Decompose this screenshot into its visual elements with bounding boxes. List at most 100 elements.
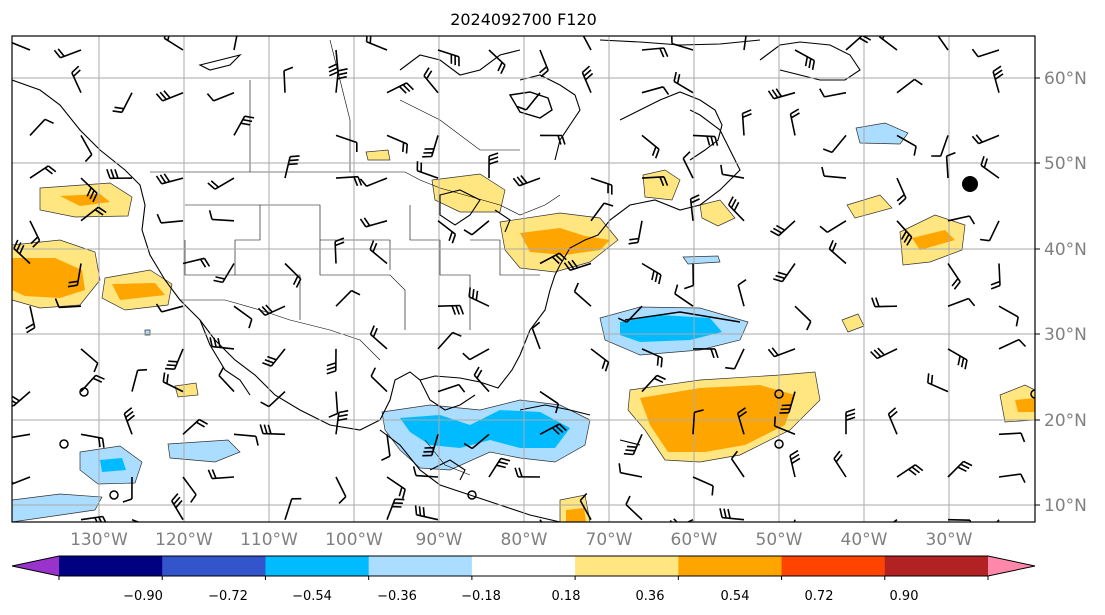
wind-barb xyxy=(725,348,745,370)
wind-barb xyxy=(365,36,388,51)
wind-barb xyxy=(12,390,31,407)
wind-barb xyxy=(260,391,286,408)
wind-barb xyxy=(463,220,490,236)
longitude-labels: 130°W 120°W 110°W 100°W 90°W 80°W 70°W 6… xyxy=(70,530,973,550)
wind-barb xyxy=(539,252,567,265)
wind-barb xyxy=(488,457,511,478)
wind-barb xyxy=(971,48,1000,58)
colorbar-tick-label: 0.54 xyxy=(721,589,750,604)
lon-label: 90°W xyxy=(416,530,463,550)
wind-barb xyxy=(828,239,847,265)
wind-barb xyxy=(12,476,31,485)
wind-barb xyxy=(947,460,973,478)
wind-barb xyxy=(386,498,405,520)
wind-barb xyxy=(931,135,949,157)
wind-barb xyxy=(947,518,972,522)
colorbar-tick-label: −0.18 xyxy=(461,589,501,604)
wind-barb xyxy=(641,47,669,58)
colorbar-swatch xyxy=(265,556,370,576)
colorbar xyxy=(11,555,1036,580)
wind-barb xyxy=(462,348,490,361)
wind-barb xyxy=(689,194,700,221)
wind-barb xyxy=(670,36,694,51)
wind-barb xyxy=(284,262,302,288)
wind-barb xyxy=(684,263,695,290)
wind-barb xyxy=(335,476,347,504)
colorbar-min-extend xyxy=(12,556,59,576)
wind-barb xyxy=(233,305,253,329)
lat-label: 10°N xyxy=(1044,496,1087,516)
wind-barb xyxy=(284,155,300,179)
contour-lines xyxy=(508,91,741,323)
lon-label: 60°W xyxy=(671,530,718,550)
wind-barb xyxy=(369,240,388,265)
lat-label: 50°N xyxy=(1044,154,1087,174)
wind-barb xyxy=(207,469,235,480)
wind-barb xyxy=(80,206,107,222)
wind-barb xyxy=(822,134,847,154)
wind-barb xyxy=(13,239,31,265)
wind-barb xyxy=(156,213,184,224)
wind-barb xyxy=(998,305,1019,327)
wind-barb xyxy=(334,237,345,264)
wind-barb xyxy=(998,338,1027,350)
wind-barb xyxy=(416,161,439,179)
wind-barb xyxy=(328,49,339,77)
wind-barb xyxy=(819,220,847,233)
wind-barb xyxy=(945,151,956,179)
wind-barb xyxy=(789,108,800,136)
map-area xyxy=(12,36,1035,522)
wind-barb xyxy=(617,305,643,323)
wind-barb xyxy=(779,391,796,414)
wind-barb xyxy=(871,297,898,308)
graticule xyxy=(12,36,1035,522)
wind-barb xyxy=(692,134,719,146)
wind-barb xyxy=(641,86,670,96)
wind-barb xyxy=(182,476,197,503)
political-borders xyxy=(150,39,561,476)
wind-barb xyxy=(233,36,238,51)
lon-label: 70°W xyxy=(586,530,633,550)
wind-barb xyxy=(359,177,388,187)
wind-barb xyxy=(283,66,294,93)
colorbar-tick-label: −0.90 xyxy=(123,589,163,604)
colorbar-tick-label: 0.90 xyxy=(890,589,919,604)
wind-barb xyxy=(693,348,719,359)
wind-barb xyxy=(182,257,211,268)
wind-barb xyxy=(80,135,93,163)
wind-barb xyxy=(207,177,235,190)
wind-barb xyxy=(896,220,913,246)
wind-barb xyxy=(794,305,812,331)
wind-barb xyxy=(833,450,847,478)
wind-barb xyxy=(819,88,847,98)
wind-barb xyxy=(437,331,462,350)
wind-barb xyxy=(155,173,184,185)
wind-barb xyxy=(517,92,541,111)
wind-barb xyxy=(992,65,1004,93)
wind-barb xyxy=(414,505,439,521)
wind-barb xyxy=(54,298,82,309)
wind-barb xyxy=(641,134,660,159)
colorbar-swatch xyxy=(59,556,163,576)
wind-barb xyxy=(927,373,949,393)
wind-barb xyxy=(674,284,694,307)
wind-barb xyxy=(422,135,439,158)
wind-barb xyxy=(155,303,184,313)
wind-barb xyxy=(573,282,592,307)
lon-label: 100°W xyxy=(325,530,383,550)
wind-barb xyxy=(623,433,643,456)
wind-barb xyxy=(112,92,133,114)
axis-ticks xyxy=(1035,77,1040,506)
wind-barb xyxy=(165,348,184,370)
wind-barb xyxy=(590,202,614,222)
wind-barb xyxy=(284,497,302,520)
wind-barb xyxy=(896,134,917,156)
wind-barb xyxy=(488,49,506,75)
colorbar-tick-label: 0.72 xyxy=(805,589,834,604)
wind-barb xyxy=(641,262,662,285)
wind-barb xyxy=(437,304,465,315)
wind-barb xyxy=(29,118,54,136)
wind-barb xyxy=(582,36,592,51)
wind-barb xyxy=(990,263,1001,290)
